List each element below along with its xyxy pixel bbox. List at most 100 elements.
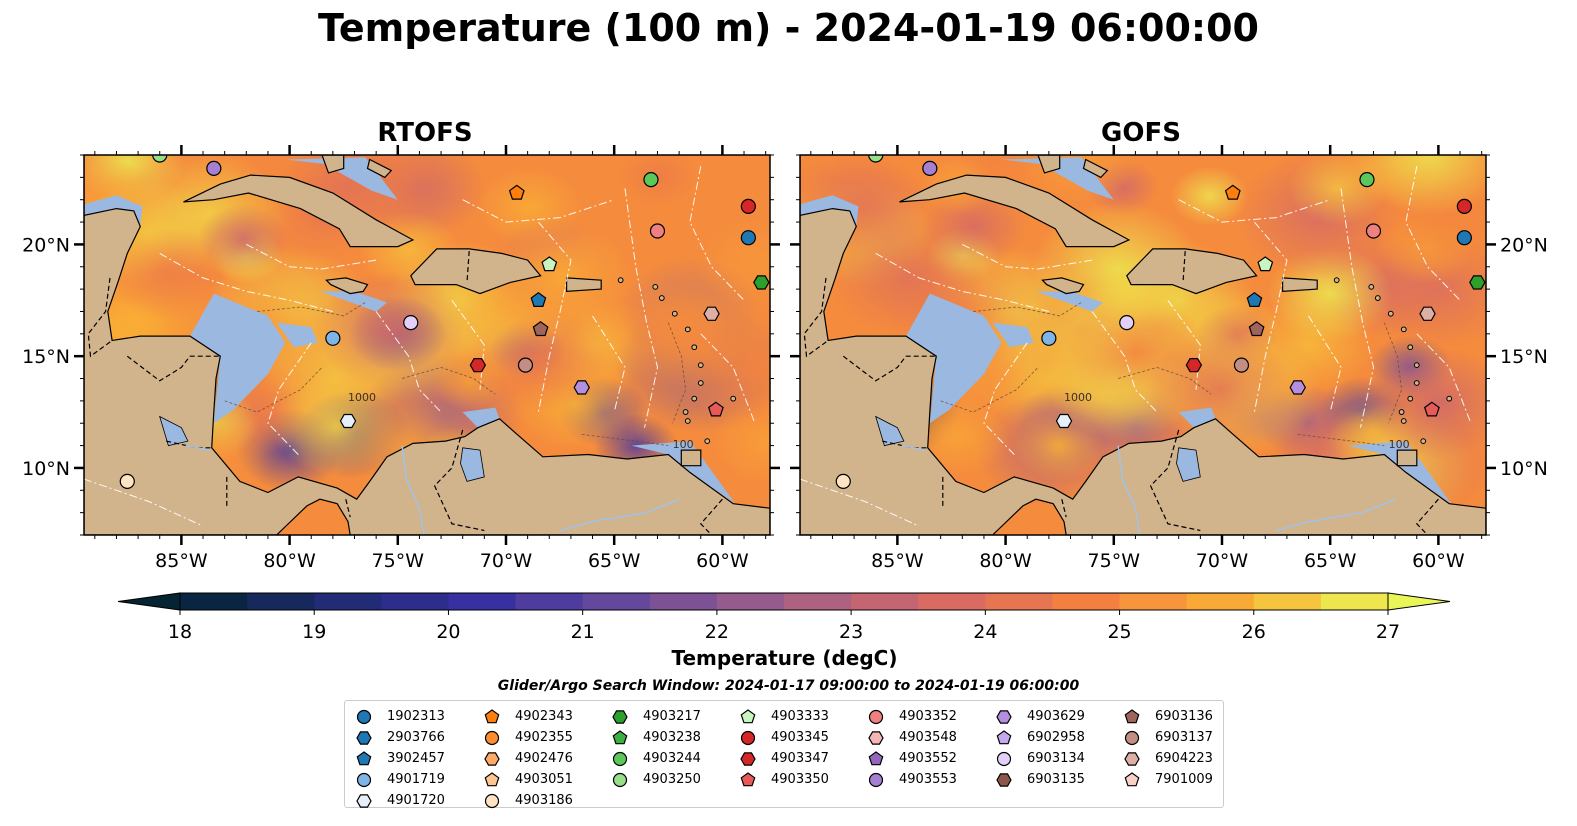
circle-marker-icon [996, 751, 1012, 766]
hexagon-marker-icon [484, 751, 500, 766]
legend-entry-4903238: 4903238 [611, 727, 701, 748]
legend-label: 4903347 [771, 751, 829, 766]
lat-tick-label: 10°N [1500, 458, 1548, 480]
island [617, 277, 624, 284]
eez-boundary [451, 300, 485, 390]
colorbar-bin [247, 593, 315, 610]
float-marker-4903350 [1423, 401, 1440, 417]
colorbar-extend-min [117, 592, 181, 611]
colorbar-bin [582, 593, 651, 610]
pentagon-marker-icon [484, 771, 500, 786]
colorbar-bin [784, 593, 852, 610]
island [691, 344, 698, 351]
country-border [842, 355, 937, 382]
pentagon-marker-icon [612, 729, 628, 744]
legend-label: 4902355 [515, 730, 573, 745]
shelf-guajira [462, 407, 500, 428]
colorbar-bin [180, 593, 248, 610]
legend-entry-1902313: 1902313 [355, 706, 445, 727]
shelf-jamaicaShelf [319, 291, 387, 312]
isobath-label: 1000 [1064, 391, 1092, 404]
island [684, 326, 691, 333]
eez-boundary [700, 333, 756, 424]
shelf-guajira [1178, 407, 1216, 428]
float-marker-4903244 [643, 171, 659, 188]
island [1333, 277, 1340, 284]
island [1400, 326, 1407, 333]
legend-entry-4902355: 4902355 [483, 727, 573, 748]
hexagon-marker-icon [868, 730, 884, 745]
pentagon-marker-icon [740, 708, 756, 723]
land-hispaniola [1126, 248, 1258, 295]
lon-tick-label: 75°W [1088, 550, 1141, 572]
legend-label: 4902343 [515, 709, 573, 724]
float-marker-4903217 [753, 275, 770, 290]
legend-marker [356, 793, 372, 808]
legend-label: 6902958 [1027, 730, 1085, 745]
float-marker-4903352 [1365, 223, 1382, 239]
eez-boundary [1308, 315, 1342, 413]
colorbar-bin [1052, 593, 1121, 610]
legend-marker [612, 709, 628, 724]
colorbar-bin [381, 593, 449, 610]
float-marker-4903347 [1185, 358, 1203, 373]
river [401, 445, 425, 535]
shelf-hondurasBank [992, 322, 1034, 348]
float-marker-6903134 [403, 315, 419, 331]
hexagon-marker-icon [356, 793, 372, 808]
legend-entry-4903051: 4903051 [483, 769, 573, 790]
island [684, 418, 691, 424]
island [1374, 295, 1381, 301]
legend-marker [1124, 708, 1140, 723]
country-border [466, 251, 470, 283]
colorbar-bin [649, 593, 718, 610]
eez-boundary [1405, 166, 1461, 301]
lon-tick-label: 80°W [979, 550, 1032, 572]
circle-marker-icon [1124, 730, 1140, 745]
colorbar-frame [179, 592, 1389, 611]
float-marker-6903137 [1233, 357, 1250, 373]
isobath [1117, 366, 1212, 395]
eez-boundary [1416, 333, 1472, 424]
legend-marker [996, 751, 1012, 766]
colorbar-tick-label: 19 [302, 621, 326, 643]
legend-label: 4903553 [899, 772, 957, 787]
isobath [1297, 434, 1385, 446]
float-marker-3902457 [1246, 291, 1263, 307]
island [1413, 380, 1420, 386]
land-centralAmerica [84, 155, 770, 535]
country-border [1149, 429, 1201, 532]
land-trinidad [1396, 449, 1418, 467]
legend-entry-6903137: 6903137 [1123, 727, 1213, 748]
map-frame [799, 154, 1487, 536]
float-marker-4903345 [740, 198, 756, 215]
circle-marker-icon [356, 772, 372, 787]
island [697, 362, 704, 369]
float-marker-4901720 [1055, 413, 1073, 429]
river [1275, 498, 1396, 532]
legend-marker [740, 730, 756, 745]
hexagon-marker-icon [356, 730, 372, 745]
legend-entry-4903347: 4903347 [739, 748, 829, 769]
legend-label: 4903250 [643, 772, 701, 787]
legend-label: 4903333 [771, 709, 829, 724]
land-cuba [183, 174, 415, 248]
island [1420, 438, 1427, 445]
eez-boundary [1091, 311, 1158, 413]
pentagon-marker-icon [484, 708, 500, 723]
pentagon-marker-icon [996, 729, 1012, 744]
float-marker-4901719 [325, 330, 341, 346]
land-cuba [899, 174, 1131, 248]
legend-marker [1124, 771, 1140, 786]
legend-title: Glider/Argo Search Window: 2024-01-17 09… [497, 678, 1080, 694]
legend-label: 4903244 [643, 751, 701, 766]
legend-label: 2903766 [387, 730, 445, 745]
map-panel-rtofs: 1000 100 85°W 80°W 75°W 70°W 65°W 60°W 10°N 15°N 2… [22, 145, 780, 572]
river [1117, 445, 1141, 535]
legend-column: 4903352 4903548 4903552 4903553 [867, 706, 957, 790]
float-marker-4903350 [707, 401, 724, 417]
legend-label: 4903629 [1027, 709, 1085, 724]
legend-entry-4903548: 4903548 [867, 727, 957, 748]
legend-column: 4903333 4903345 4903347 4903350 [739, 706, 829, 790]
